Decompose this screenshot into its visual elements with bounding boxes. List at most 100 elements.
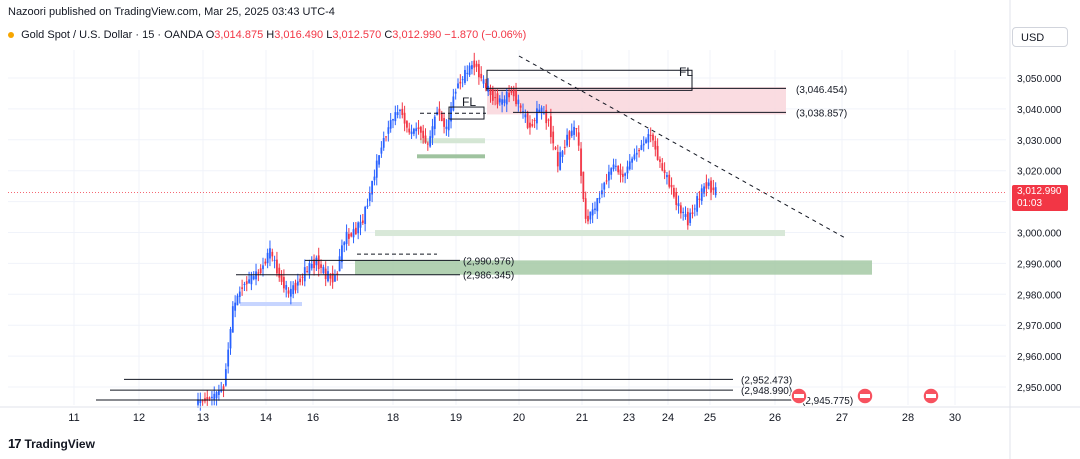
y-tick-label: 3,040.000 [1017, 105, 1062, 116]
candle-body [682, 211, 685, 214]
candle-body [394, 112, 397, 122]
candle-body [276, 259, 278, 274]
candle-body [347, 233, 350, 239]
candle-body [510, 91, 513, 93]
candle-body [614, 165, 617, 167]
candle-body [313, 259, 315, 269]
trendline [518, 55, 848, 240]
candle-body [677, 203, 680, 207]
candle-body [259, 268, 262, 274]
candle-body [654, 140, 657, 150]
high-label: H [266, 29, 275, 41]
candle-body [679, 205, 682, 214]
overlays: (3,046.454) (3,038.857) (2,990.976) (2,986.… [8, 55, 1006, 407]
candle-body [422, 130, 425, 139]
candle-body [498, 98, 501, 103]
candle-body [227, 349, 230, 367]
candle-body [475, 63, 478, 67]
x-tick-label: 30 [949, 412, 961, 424]
candle-body [234, 302, 237, 311]
candle-body [656, 145, 659, 160]
candle-body [257, 272, 260, 274]
candle-body [605, 180, 608, 182]
x-tick-label: 28 [902, 412, 914, 424]
candle-body [361, 220, 364, 223]
candle-body [350, 233, 353, 237]
candle-body [345, 231, 348, 244]
candle-body [375, 160, 378, 178]
y-tick-label: 2,990.000 [1017, 259, 1062, 270]
y-tick-label: 3,000.000 [1017, 229, 1062, 240]
candle-body [529, 122, 531, 128]
candle-body [266, 252, 269, 264]
support-zone-small-upper [420, 138, 485, 144]
candle-body [477, 64, 480, 78]
candle-body [601, 190, 603, 195]
candle-body [317, 255, 320, 270]
candle-body [645, 139, 647, 144]
candle-body [378, 155, 380, 165]
candle-body [217, 390, 220, 395]
candle-body [262, 265, 264, 270]
candle-body [415, 128, 418, 132]
fl-box-lower [448, 106, 485, 120]
candle-body [542, 113, 545, 115]
candle-body [484, 83, 487, 89]
candle-body [461, 79, 464, 81]
candle-body [703, 186, 705, 194]
supply-zone [487, 86, 786, 115]
candle-body [494, 97, 497, 99]
candle-body [215, 392, 218, 399]
x-tick-label: 20 [513, 412, 525, 424]
candle-body [652, 134, 654, 141]
candle-body [517, 99, 520, 105]
candle-body [426, 143, 429, 145]
currency-button[interactable]: USD [1012, 27, 1068, 47]
candle-body [640, 145, 643, 150]
candle-body [201, 400, 204, 402]
candle-body [568, 131, 571, 140]
candle-body [410, 131, 413, 135]
candle-body [672, 187, 675, 197]
candle-body [406, 121, 408, 128]
candle-body [554, 147, 557, 150]
candle-body [294, 282, 297, 291]
y-tick-label: 2,950.000 [1017, 383, 1062, 394]
lower-label-2: (2,948.990) [741, 386, 792, 397]
candle-body [341, 245, 343, 263]
candle-body [243, 284, 246, 286]
candle-body [380, 147, 383, 154]
tradingview-footer[interactable]: 17 TradingView [8, 436, 95, 451]
fl-label: FL [679, 65, 693, 79]
candle-body [373, 176, 376, 181]
candle-body [231, 306, 234, 333]
candle-body [271, 251, 274, 257]
x-tick-label: 12 [133, 412, 145, 424]
candle-body [282, 277, 285, 289]
candle-body [712, 187, 715, 191]
candle-body [292, 285, 295, 295]
candle-body [301, 276, 304, 278]
low-label: L [326, 29, 333, 41]
candle-body [670, 184, 673, 188]
candle-body [538, 109, 541, 113]
symbol-legend[interactable]: Gold Spot / U.S. Dollar · 15 · OANDA O3,… [8, 29, 526, 41]
candle-body [357, 222, 360, 234]
support-label-lower: (2,986.345) [463, 271, 514, 282]
fl-box-upper [486, 69, 693, 91]
us-flag-stripe [860, 394, 870, 398]
candle-body [385, 136, 387, 138]
candle-body [320, 264, 322, 268]
candle-body [308, 263, 311, 274]
candle-body [519, 105, 522, 108]
candle-body [589, 211, 592, 220]
candle-body [573, 126, 575, 135]
candle-body [561, 151, 564, 157]
candle-body [619, 169, 622, 175]
support-label-upper: (2,990.976) [463, 256, 514, 267]
candle-body [447, 119, 450, 131]
lower-label-1: (2,952.473) [741, 375, 792, 386]
x-tick-label: 14 [260, 412, 272, 424]
candle-body [552, 131, 555, 144]
